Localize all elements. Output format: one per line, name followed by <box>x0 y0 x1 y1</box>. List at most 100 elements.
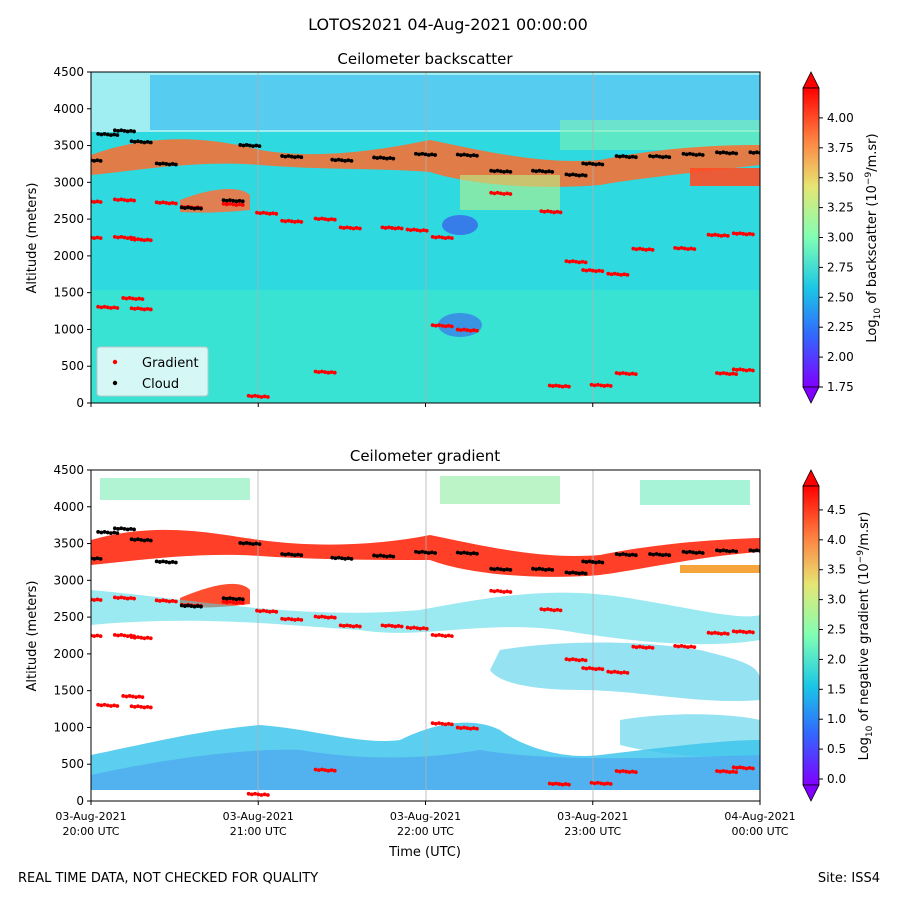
gradient-point <box>744 232 749 237</box>
gradient-point <box>255 608 259 613</box>
gradient-point <box>630 769 635 774</box>
gradient-point <box>592 781 597 786</box>
cloud-point <box>498 567 503 572</box>
gradient-point <box>137 694 142 699</box>
gradient-point <box>405 625 410 630</box>
gradient-point <box>587 268 592 272</box>
cloud-point <box>241 541 246 546</box>
gradient-point <box>112 305 117 310</box>
gradient-point <box>721 371 726 375</box>
gradient-point <box>718 769 723 774</box>
gradient-point <box>348 624 353 628</box>
gradient-point <box>161 598 165 603</box>
gradient-point <box>492 191 497 196</box>
gradient-point <box>289 219 294 224</box>
cloud-point <box>718 151 723 155</box>
gradient-point <box>744 630 749 635</box>
panel2-points <box>91 526 760 797</box>
gradient-point <box>424 626 429 631</box>
cloud-point <box>241 143 246 148</box>
gradient-point <box>627 770 632 775</box>
cloud-point <box>724 151 729 155</box>
cloud-point <box>92 556 97 561</box>
gradient-point <box>570 259 575 264</box>
cloud-point <box>660 553 665 558</box>
gradient-point <box>446 323 451 328</box>
gradient-point <box>351 624 356 629</box>
cloud-point <box>475 153 479 158</box>
y-tick-label: 3000 <box>53 573 84 587</box>
cloud-point <box>105 132 110 137</box>
gradient-point <box>475 328 479 333</box>
gradient-point <box>329 217 334 222</box>
gradient-point <box>574 657 578 662</box>
gradient-point <box>718 371 723 376</box>
gradient-point <box>622 670 627 675</box>
y-tick-label: 0 <box>76 396 84 410</box>
gradient-point <box>489 190 494 195</box>
gradient-point <box>224 600 229 605</box>
cloud-point <box>115 531 120 536</box>
gradient-point <box>633 372 638 377</box>
gradient-point <box>332 370 337 375</box>
gradient-point <box>584 268 589 273</box>
gradient-point <box>255 210 259 215</box>
gradient-point <box>271 211 275 216</box>
cloud-point <box>86 158 90 162</box>
colorbar-tick-label: 2.75 <box>827 260 854 274</box>
gradient-point <box>547 781 552 786</box>
gradient-point <box>154 598 159 603</box>
gradient-point <box>112 703 117 708</box>
colorbar-tick-label: 3.75 <box>827 141 854 155</box>
gradient-point <box>455 327 460 332</box>
footer-quality-note: REAL TIME DATA, NOT CHECKED FOR QUALITY <box>18 871 318 886</box>
cloud-point <box>145 537 150 542</box>
cloud-point <box>724 549 729 553</box>
gradient-point <box>274 211 279 216</box>
gradient-point <box>692 645 697 650</box>
gradient-point <box>686 247 690 252</box>
y-tick-label: 4000 <box>53 102 84 116</box>
cloud-point <box>688 549 692 554</box>
cloud-point <box>375 554 380 558</box>
gradient-point <box>86 235 90 239</box>
cloud-point <box>170 162 175 166</box>
gradient-point <box>716 233 721 238</box>
gradient-point <box>99 703 104 708</box>
gradient-point <box>692 247 697 252</box>
cloud-point <box>99 530 104 535</box>
gradient-point <box>465 328 470 333</box>
gradient-point <box>498 191 503 196</box>
panel1-title: Ceilometer backscatter <box>337 50 513 68</box>
gradient-point <box>608 782 613 786</box>
gradient-point <box>265 793 270 797</box>
gradient-point <box>542 607 547 612</box>
gradient-point <box>617 769 622 774</box>
gradient-point <box>617 371 622 376</box>
gradient-point <box>549 209 553 214</box>
x-tick-label: 21:00 UTC <box>230 825 287 838</box>
gradient-point <box>594 667 598 672</box>
gradient-point <box>173 201 178 206</box>
cloud-point <box>495 168 500 173</box>
y-tick-label: 3000 <box>53 175 84 189</box>
gradient-point <box>443 722 448 727</box>
gradient-point <box>508 590 513 594</box>
gradient-point <box>116 235 120 240</box>
gradient-point <box>594 269 598 274</box>
cloud-point <box>617 154 622 159</box>
cloud-point <box>173 162 178 167</box>
gradient-point <box>489 588 494 593</box>
gradient-point <box>689 246 694 251</box>
gradient-point <box>408 626 413 631</box>
cloud-point <box>567 173 572 177</box>
gradient-point <box>679 246 684 250</box>
gradient-point <box>122 235 127 240</box>
cloud-point <box>664 154 668 159</box>
gradient-point <box>650 247 655 252</box>
cloud-point <box>221 596 226 601</box>
cloud-point <box>667 553 672 558</box>
gradient-point <box>95 633 100 638</box>
cloud-point <box>105 530 110 535</box>
gradient-point <box>465 726 470 731</box>
